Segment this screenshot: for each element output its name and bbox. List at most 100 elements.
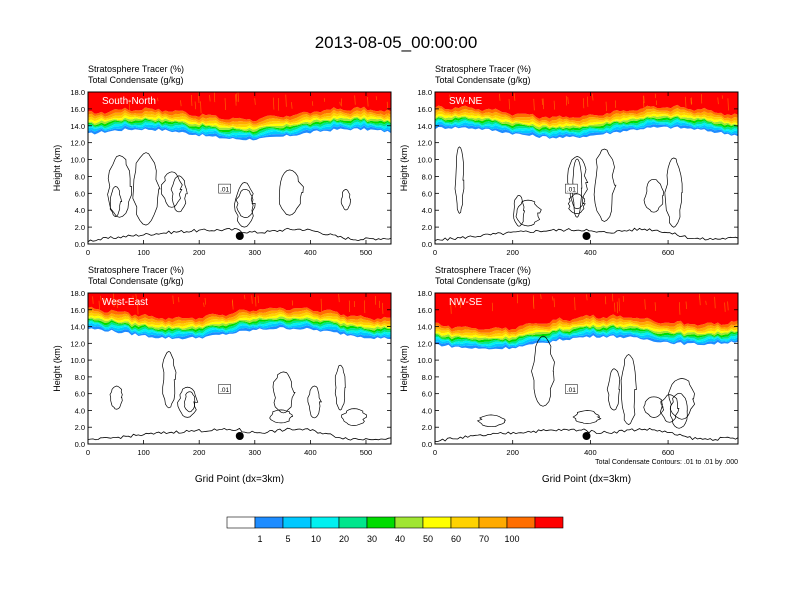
y-tick-label: 18.0 xyxy=(70,88,85,97)
condensate-contour xyxy=(109,186,123,217)
tracer-band xyxy=(88,112,391,128)
tracer-streak xyxy=(178,297,180,303)
tracer-band xyxy=(88,92,391,122)
tracer-band xyxy=(435,119,738,136)
colorbar-label: 30 xyxy=(367,534,377,544)
tracer-streak xyxy=(699,295,701,306)
tracer-streak xyxy=(231,299,234,307)
plot-area: .01 xyxy=(88,92,391,244)
y-tick-label: 2.0 xyxy=(422,423,432,432)
colorbar-swatch xyxy=(394,516,424,529)
tracer-streak xyxy=(474,97,476,102)
tracer-streak xyxy=(450,303,452,314)
tracer-streak xyxy=(367,97,369,107)
tracer-streak xyxy=(374,296,377,305)
condensate-contour xyxy=(513,195,526,227)
y-axis-label: Height (km) xyxy=(399,345,409,392)
colorbar-swatch xyxy=(226,516,256,529)
colorbar-swatch xyxy=(506,516,536,529)
condensate-contour xyxy=(643,178,664,213)
colorbar-label: 40 xyxy=(395,534,405,544)
tracer-streak xyxy=(353,301,356,308)
x-tick-label: 100 xyxy=(137,248,150,257)
panel-title-tracer: Stratosphere Tracer (%) xyxy=(435,265,531,275)
tracer-streak xyxy=(612,293,614,302)
tracer-streak xyxy=(209,95,211,102)
tracer-band xyxy=(435,108,738,125)
tracer-streak xyxy=(285,94,287,107)
condensate-contour xyxy=(515,199,542,227)
tracer-streak xyxy=(364,300,366,314)
panel-label: West-East xyxy=(102,297,148,308)
colorbar-swatch xyxy=(450,516,480,529)
x-tick-label: 600 xyxy=(662,448,675,457)
condensate-contour xyxy=(620,353,637,426)
tracer-streak xyxy=(236,93,238,102)
tracer-streak xyxy=(685,301,687,310)
y-tick-label: 6.0 xyxy=(75,390,85,399)
tracer-streak xyxy=(339,101,341,106)
tracer-streak xyxy=(583,98,585,109)
y-tick-label: 16.0 xyxy=(70,306,85,315)
tracer-band xyxy=(435,319,738,338)
tracer-streak xyxy=(644,299,646,310)
y-tick-label: 12.0 xyxy=(70,339,85,348)
tracer-streak xyxy=(533,297,535,309)
tracer-band xyxy=(88,106,391,124)
tracer-streak xyxy=(191,95,193,106)
tracer-streak xyxy=(237,92,239,102)
condensate-contour xyxy=(177,386,199,418)
tracer-streak xyxy=(194,101,196,110)
tracer-streak xyxy=(565,95,568,106)
tracer-streak xyxy=(705,300,707,305)
x-axis-label: Grid Point (dx=3km) xyxy=(542,474,631,485)
y-tick-label: 2.0 xyxy=(75,223,85,232)
panel-label: SW-NE xyxy=(449,96,482,107)
y-tick-label: 4.0 xyxy=(75,406,85,415)
condensate-contour xyxy=(184,391,196,413)
tracer-band xyxy=(435,328,738,347)
tracer-streak xyxy=(257,295,259,304)
condensate-contour xyxy=(593,148,617,222)
tracer-streak xyxy=(454,300,456,308)
tracer-band xyxy=(435,124,738,139)
tracer-streak xyxy=(727,98,729,111)
tracer-band xyxy=(88,117,391,132)
tracer-band xyxy=(435,113,738,128)
tracer-band xyxy=(435,314,738,333)
y-tick-label: 8.0 xyxy=(75,373,85,382)
condensate-contour xyxy=(162,350,177,409)
tracer-streak xyxy=(553,100,555,110)
colorbar-swatch xyxy=(478,516,508,529)
colorbar-swatch xyxy=(422,516,452,529)
y-tick-label: 8.0 xyxy=(422,373,432,382)
tracer-streak xyxy=(679,302,681,315)
tracer-band xyxy=(435,121,738,138)
y-tick-label: 0.0 xyxy=(422,240,432,249)
tracer-band xyxy=(88,293,391,321)
tracer-streak xyxy=(375,96,377,101)
tracer-streak xyxy=(320,298,322,313)
condensate-contour xyxy=(161,171,183,208)
y-tick-label: 4.0 xyxy=(422,406,432,415)
tracer-streak xyxy=(348,300,351,312)
contour-label: .01 xyxy=(220,187,229,194)
x-tick-label: 400 xyxy=(304,448,317,457)
tracer-streak xyxy=(224,98,226,110)
tracer-band xyxy=(435,293,738,331)
contour-info: Total Condensate Contours: .01 to .01 by… xyxy=(595,459,738,466)
tracer-band xyxy=(88,319,391,335)
colorbar-swatch xyxy=(310,516,340,529)
x-tick-label: 0 xyxy=(86,448,90,457)
colorbar-swatch xyxy=(254,516,284,529)
tracer-streak xyxy=(157,97,159,102)
tracer-streak xyxy=(614,302,616,312)
x-tick-label: 0 xyxy=(86,248,90,257)
y-tick-label: 6.0 xyxy=(422,390,432,399)
contour-label-box xyxy=(218,183,231,194)
condensate-contour xyxy=(132,152,161,226)
y-axis-label: Height (km) xyxy=(52,145,62,192)
colorbar-swatch xyxy=(366,516,396,529)
plot-frame xyxy=(87,292,392,445)
colorbar-swatch xyxy=(534,516,564,529)
